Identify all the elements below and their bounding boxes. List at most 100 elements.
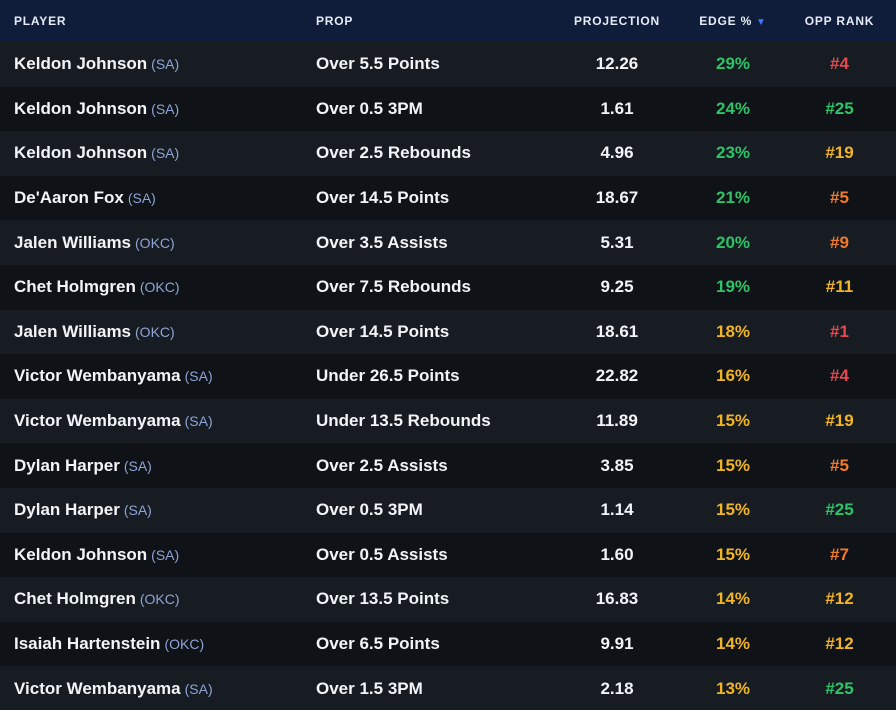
projection-cell: 5.31 [600, 232, 634, 252]
opp-rank-cell: #4 [830, 366, 849, 386]
player-cell: De'Aaron Fox (SA) [0, 188, 316, 208]
player-name: Isaiah Hartenstein [14, 634, 161, 654]
edge-cell: 14% [715, 634, 751, 654]
projection-cell: 2.18 [600, 678, 634, 698]
player-cell: Jalen Williams (OKC) [0, 233, 316, 253]
opp-rank-cell: #25 [825, 98, 854, 118]
column-header-edge[interactable]: EDGE % ▼ [683, 14, 783, 28]
table-row[interactable]: Victor Wembanyama (SA) Under 26.5 Points 22… [0, 354, 896, 399]
table-body: Keldon Johnson (SA) Over 5.5 Points 12.26 29… [0, 42, 896, 710]
edge-cell: 14% [715, 589, 751, 609]
player-cell: Keldon Johnson (SA) [0, 54, 316, 74]
edge-cell: 15% [715, 411, 751, 431]
player-cell: Dylan Harper (SA) [0, 500, 316, 520]
projection-cell: 1.60 [600, 544, 634, 564]
player-team: (OKC) [164, 636, 205, 653]
player-team: (SA) [123, 457, 152, 474]
prop-cell: Over 2.5 Rebounds [316, 143, 471, 163]
player-name: Jalen Williams [14, 232, 132, 252]
table-row[interactable]: Keldon Johnson (SA) Over 0.5 3PM 1.61 24% #25 [0, 86, 896, 132]
projection-cell: 1.61 [600, 98, 634, 118]
player-name: Victor Wembanyama [14, 411, 181, 431]
projection-cell: 18.67 [595, 188, 639, 208]
opp-rank-cell: #25 [825, 678, 854, 698]
table-row[interactable]: Jalen Williams (OKC) Over 3.5 Assists 5.31 2… [0, 220, 896, 265]
prop-cell: Over 0.5 3PM [316, 500, 423, 520]
player-team: (SA) [184, 680, 213, 697]
table-row[interactable]: Chet Holmgren (OKC) Over 7.5 Rebounds 9.25 1… [0, 264, 896, 310]
edge-cell: 21% [715, 188, 751, 208]
opp-rank-cell: #12 [825, 634, 854, 654]
prop-cell: Over 3.5 Assists [316, 232, 448, 252]
table-row[interactable]: Chet Holmgren (OKC) Over 13.5 Points 16.83 1… [0, 577, 896, 622]
projection-cell: 11.89 [596, 411, 638, 431]
player-team: (OKC) [135, 323, 175, 340]
player-team: (SA) [151, 100, 180, 117]
player-team: (SA) [184, 368, 213, 385]
player-cell: Victor Wembanyama (SA) [0, 366, 316, 386]
column-header-projection[interactable]: PROJECTION [573, 14, 660, 28]
table-row[interactable]: Victor Wembanyama (SA) Over 1.5 3PM 2.18 13%… [0, 666, 896, 710]
player-cell: Keldon Johnson (SA) [0, 545, 316, 565]
sort-desc-icon[interactable]: ▼ [756, 17, 767, 28]
player-name: Chet Holmgren [14, 277, 136, 297]
projection-cell: 22.82 [595, 366, 639, 386]
table-row[interactable]: De'Aaron Fox (SA) Over 14.5 Points 18.67 21%… [0, 175, 896, 221]
projection-cell: 9.91 [600, 634, 634, 654]
opp-rank-cell: #5 [830, 455, 849, 475]
table-row[interactable]: Keldon Johnson (SA) Over 0.5 Assists 1.60 15… [0, 532, 896, 578]
edge-cell: 24% [715, 98, 751, 118]
player-name: Keldon Johnson [14, 544, 148, 564]
edge-cell: 29% [715, 54, 751, 74]
table-row[interactable]: Dylan Harper (SA) Over 0.5 3PM 1.14 15% #25 [0, 487, 896, 533]
column-header-prop[interactable]: PROP [316, 14, 354, 28]
edge-cell: 18% [715, 321, 751, 341]
prop-cell: Over 2.5 Assists [316, 455, 448, 475]
opp-rank-cell: #19 [825, 411, 854, 431]
opp-rank-cell: #7 [830, 544, 849, 564]
opp-rank-cell: #25 [825, 500, 854, 520]
projection-cell: 1.14 [600, 500, 634, 520]
player-name: Victor Wembanyama [14, 678, 181, 698]
edge-cell: 20% [715, 232, 751, 252]
player-cell: Victor Wembanyama (SA) [0, 411, 316, 431]
table-row[interactable]: Dylan Harper (SA) Over 2.5 Assists 3.85 15% #… [0, 443, 896, 488]
player-name: De'Aaron Fox [14, 188, 124, 208]
opp-rank-cell: #4 [830, 54, 849, 74]
player-name: Dylan Harper [14, 500, 120, 520]
prop-cell: Over 14.5 Points [316, 188, 450, 208]
projection-cell: 18.61 [595, 321, 639, 341]
player-cell: Dylan Harper (SA) [0, 456, 316, 476]
player-team: (SA) [127, 190, 156, 207]
player-name: Keldon Johnson [14, 98, 148, 118]
player-team: (OKC) [135, 234, 175, 251]
column-header-opp-rank[interactable]: OPP RANK [804, 14, 875, 28]
opp-rank-cell: #11 [825, 277, 854, 297]
column-header-player[interactable]: PLAYER [14, 14, 67, 28]
prop-cell: Under 26.5 Points [316, 366, 460, 386]
table-row[interactable]: Jalen Williams (OKC) Over 14.5 Points 18.61… [0, 309, 896, 355]
edge-cell: 15% [715, 544, 751, 564]
player-name: Jalen Williams [14, 321, 132, 341]
prop-cell: Over 5.5 Points [316, 54, 440, 74]
table-row[interactable]: Isaiah Hartenstein (OKC) Over 6.5 Points 9.… [0, 621, 896, 667]
edge-cell: 15% [715, 500, 751, 520]
prop-cell: Over 0.5 Assists [316, 544, 448, 564]
player-name: Chet Holmgren [14, 589, 136, 609]
player-cell: Chet Holmgren (OKC) [0, 589, 316, 609]
table-row[interactable]: Keldon Johnson (SA) Over 5.5 Points 12.26 29… [0, 42, 896, 87]
projection-cell: 3.85 [600, 455, 634, 475]
player-team: (OKC) [139, 591, 180, 608]
table-row[interactable]: Victor Wembanyama (SA) Under 13.5 Rebounds… [0, 398, 896, 444]
player-cell: Jalen Williams (OKC) [0, 322, 316, 342]
table-row[interactable]: Keldon Johnson (SA) Over 2.5 Rebounds 4.96 2… [0, 131, 896, 176]
player-cell: Keldon Johnson (SA) [0, 143, 316, 163]
player-cell: Chet Holmgren (OKC) [0, 277, 316, 297]
player-team: (SA) [151, 145, 180, 162]
prop-cell: Over 13.5 Points [316, 589, 450, 609]
player-name: Dylan Harper [14, 455, 120, 475]
player-team: (SA) [184, 413, 213, 430]
prop-cell: Over 14.5 Points [316, 321, 450, 341]
prop-cell: Over 0.5 3PM [316, 98, 423, 118]
